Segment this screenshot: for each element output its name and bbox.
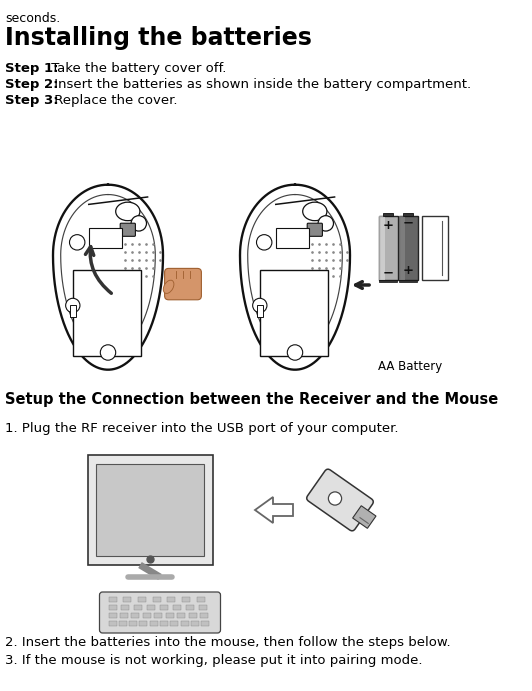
Bar [398, 216, 405, 281]
Bar [109, 597, 117, 602]
Circle shape [131, 216, 146, 231]
Ellipse shape [115, 202, 140, 220]
Bar [198, 605, 206, 610]
Text: Step 1:: Step 1: [5, 62, 59, 75]
Bar [143, 613, 151, 618]
Bar [197, 597, 205, 602]
Bar [131, 613, 139, 618]
Bar [383, 213, 393, 216]
Bar [422, 216, 448, 281]
Bar [182, 597, 190, 602]
Text: AA Battery: AA Battery [378, 360, 442, 373]
Bar [160, 621, 168, 626]
Bar [147, 605, 155, 610]
Bar [119, 621, 127, 626]
Bar [257, 305, 263, 317]
Bar [73, 270, 141, 356]
Bar [149, 621, 157, 626]
Bar [177, 613, 185, 618]
Bar [154, 613, 162, 618]
Bar [353, 506, 376, 529]
Bar [200, 613, 208, 618]
Bar [138, 597, 146, 602]
Text: +: + [403, 264, 413, 277]
Bar [168, 597, 176, 602]
Bar [170, 621, 178, 626]
Bar [173, 605, 181, 610]
Text: Step 3:: Step 3: [5, 94, 59, 107]
Polygon shape [240, 184, 350, 370]
Ellipse shape [163, 280, 174, 294]
Bar [109, 613, 117, 618]
Bar [403, 213, 413, 216]
Bar [129, 621, 137, 626]
Text: Setup the Connection between the Receiver and the Mouse: Setup the Connection between the Receive… [5, 392, 498, 407]
Bar [379, 281, 396, 282]
Circle shape [318, 216, 334, 231]
Text: 2. Insert the batteries into the mouse, then follow the steps below.: 2. Insert the batteries into the mouse, … [5, 636, 451, 649]
FancyBboxPatch shape [306, 469, 373, 531]
Circle shape [256, 235, 272, 250]
Bar [398, 216, 418, 281]
Bar [121, 605, 129, 610]
Bar [180, 621, 189, 626]
Bar [160, 605, 168, 610]
Circle shape [70, 235, 85, 250]
FancyBboxPatch shape [120, 223, 136, 236]
Bar [109, 605, 117, 610]
Text: 3. If the mouse is not working, please put it into pairing mode.: 3. If the mouse is not working, please p… [5, 654, 422, 667]
Bar [89, 227, 122, 248]
Bar [276, 227, 309, 248]
Text: Installing the batteries: Installing the batteries [5, 26, 312, 50]
Circle shape [65, 299, 80, 312]
Text: seconds.: seconds. [5, 12, 60, 25]
Circle shape [101, 345, 115, 360]
Polygon shape [53, 184, 163, 370]
Bar [139, 621, 147, 626]
FancyBboxPatch shape [164, 268, 202, 300]
Text: 1. Plug the RF receiver into the USB port of your computer.: 1. Plug the RF receiver into the USB por… [5, 422, 398, 435]
Polygon shape [255, 497, 293, 523]
Bar [70, 305, 76, 317]
Bar [189, 613, 197, 618]
Circle shape [328, 492, 342, 505]
Circle shape [287, 345, 303, 360]
Text: −: − [402, 217, 413, 230]
Bar [134, 605, 142, 610]
Bar [153, 597, 161, 602]
Bar [378, 216, 397, 281]
Text: Replace the cover.: Replace the cover. [50, 94, 178, 107]
Text: Step 2:: Step 2: [5, 78, 59, 91]
Bar [166, 613, 174, 618]
Bar [400, 281, 417, 282]
FancyBboxPatch shape [87, 455, 212, 565]
Text: −: − [383, 266, 394, 279]
Bar [191, 621, 199, 626]
Text: Take the battery cover off.: Take the battery cover off. [47, 62, 227, 75]
Bar [186, 605, 194, 610]
Bar [109, 621, 117, 626]
Bar [123, 597, 131, 602]
Bar [260, 270, 328, 356]
Circle shape [253, 299, 267, 312]
Bar [378, 216, 385, 281]
FancyBboxPatch shape [99, 592, 220, 633]
Ellipse shape [303, 202, 327, 220]
Bar [120, 613, 128, 618]
FancyBboxPatch shape [307, 223, 322, 236]
Text: +: + [383, 219, 394, 232]
Text: Insert the batteries as shown inside the battery compartment.: Insert the batteries as shown inside the… [50, 78, 471, 91]
Bar [201, 621, 209, 626]
Bar [96, 464, 204, 556]
